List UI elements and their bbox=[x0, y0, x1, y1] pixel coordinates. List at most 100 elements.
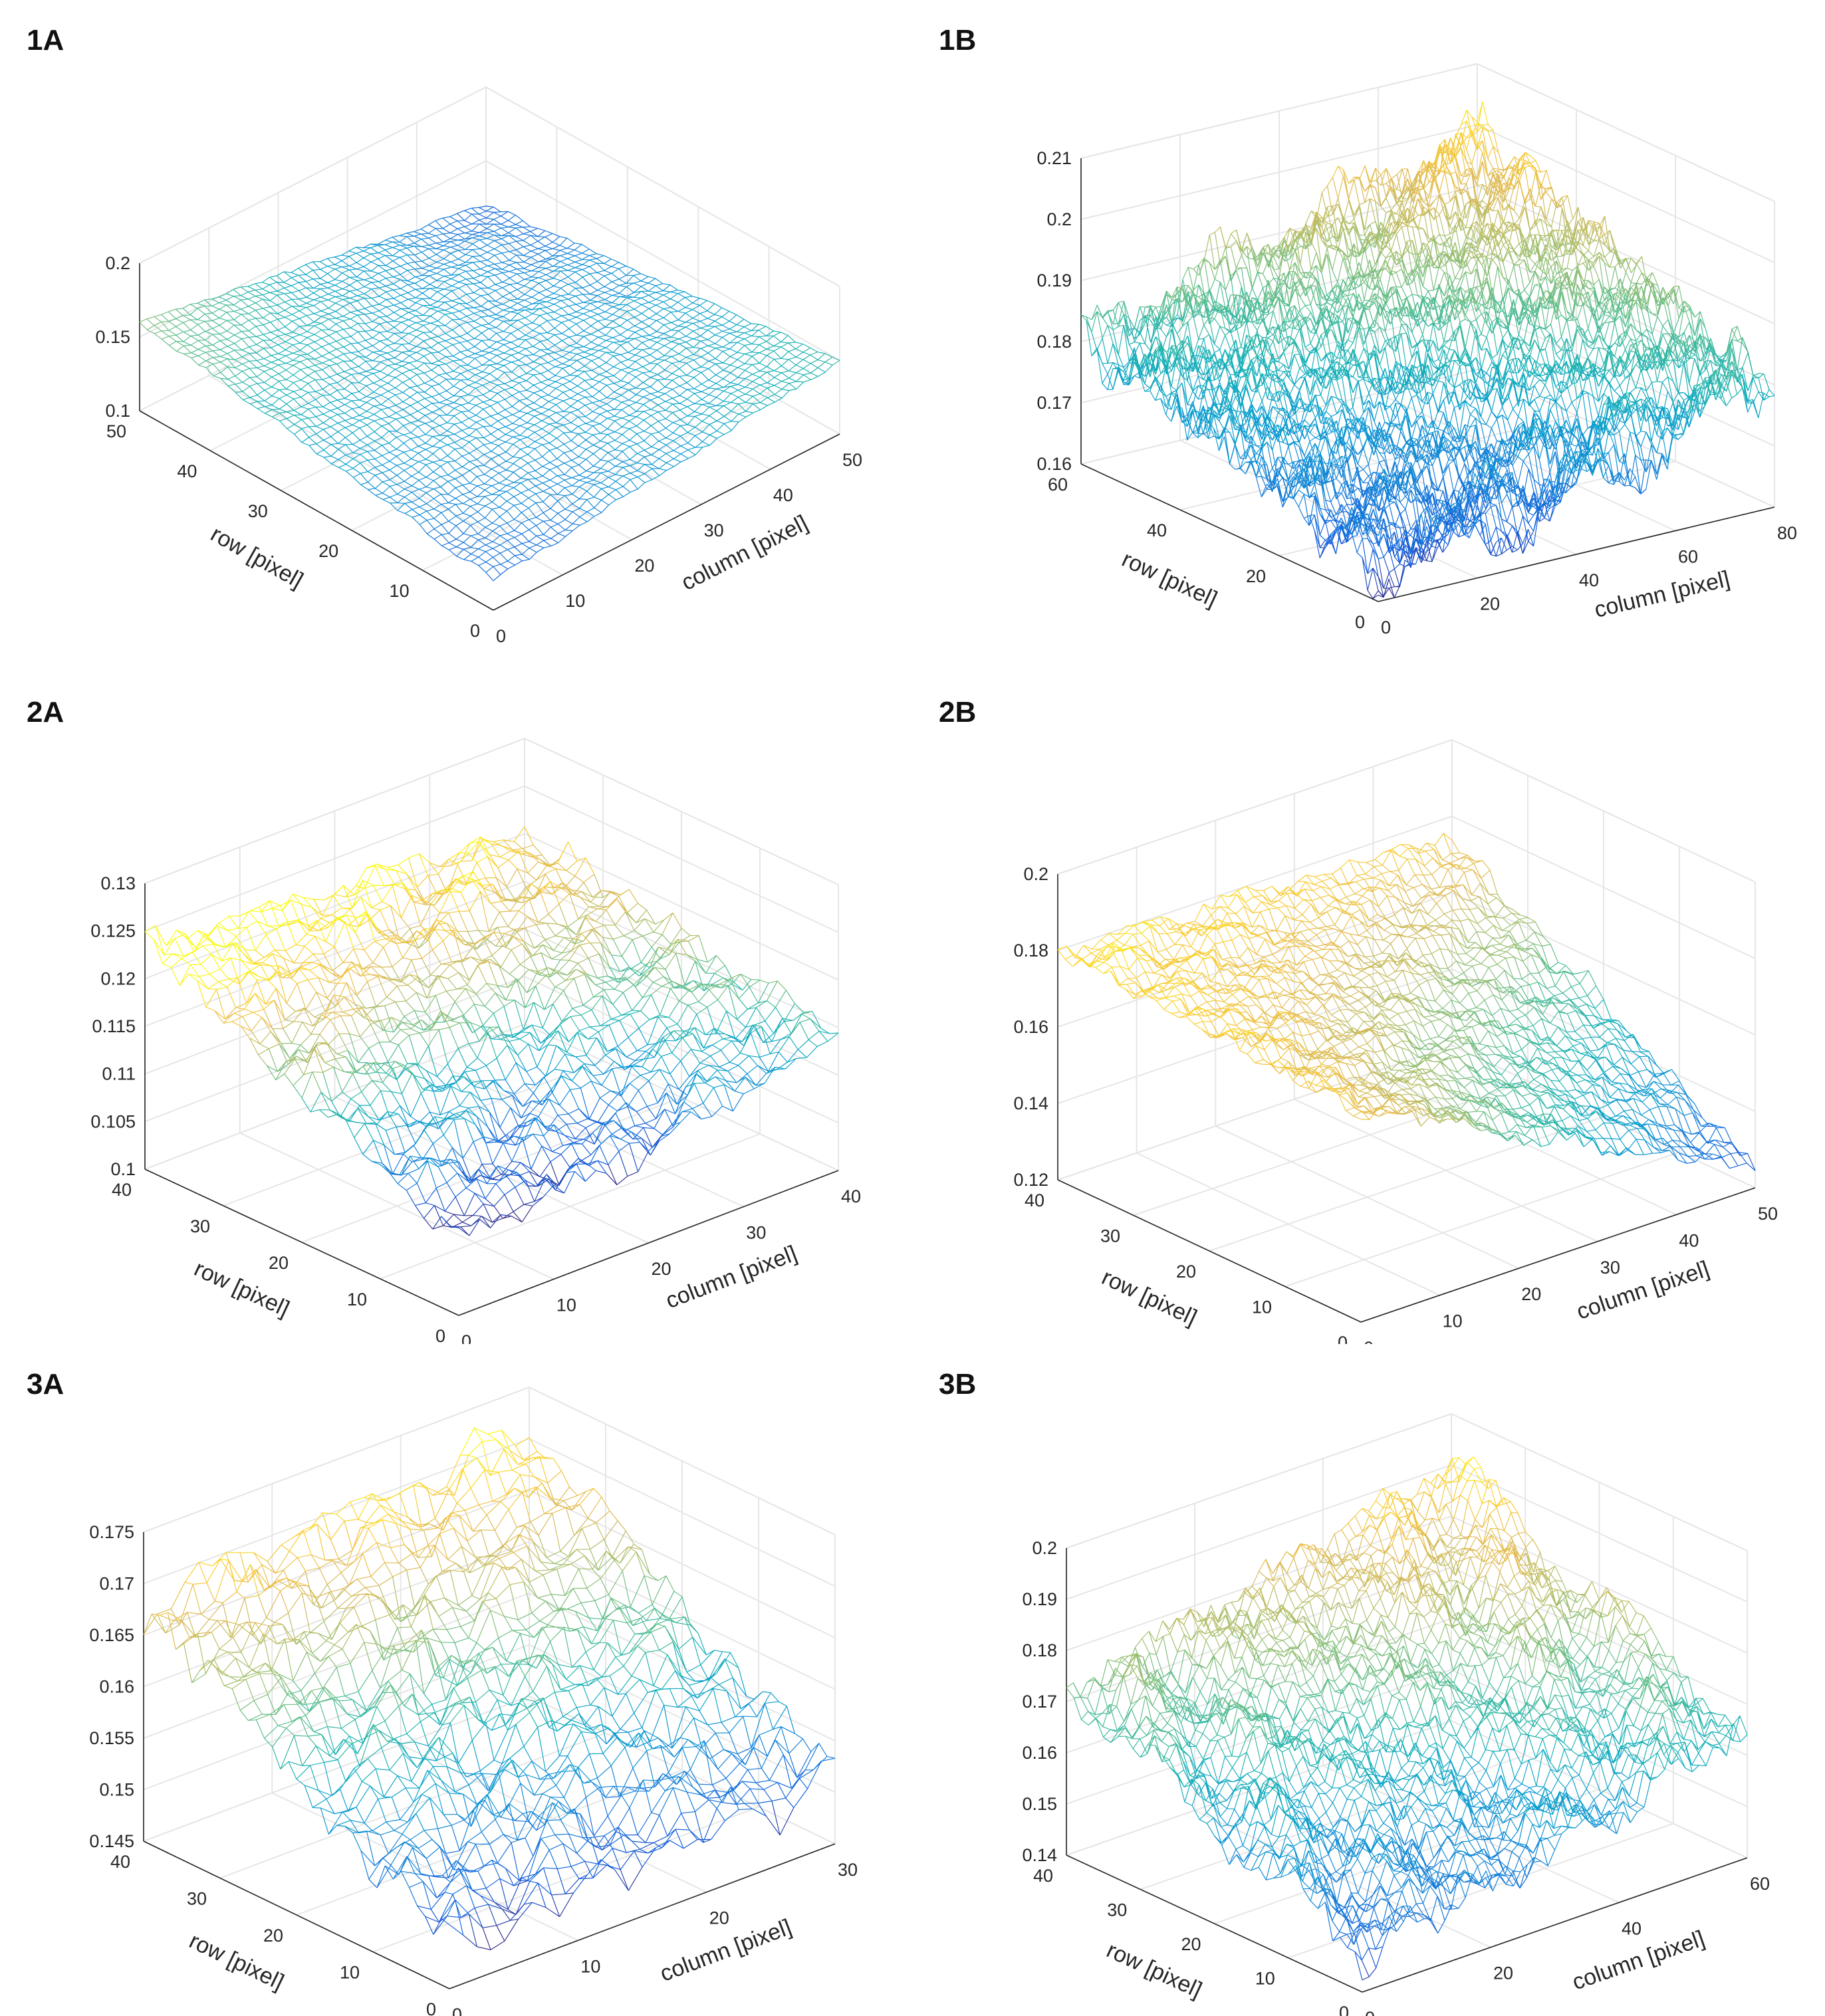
mesh-line-column bbox=[810, 367, 818, 374]
mesh-line-row bbox=[519, 376, 527, 382]
mesh-line-column bbox=[487, 248, 495, 253]
mesh-line-row bbox=[473, 307, 482, 312]
mesh-line-column bbox=[264, 368, 272, 372]
mesh-line-row bbox=[226, 312, 235, 320]
mesh-line-column bbox=[604, 273, 612, 277]
mesh-line-row bbox=[437, 310, 445, 315]
mesh-line-column bbox=[400, 263, 408, 267]
mesh-line-row bbox=[483, 401, 491, 407]
mesh-line-column bbox=[336, 353, 344, 358]
mesh-line-row bbox=[788, 359, 796, 366]
mesh-line-column bbox=[507, 546, 515, 550]
mesh-line-row bbox=[627, 341, 636, 350]
mesh-line-column bbox=[350, 289, 358, 292]
mesh-line-row bbox=[493, 206, 501, 213]
mesh-line-row bbox=[492, 548, 501, 554]
mesh-line-column bbox=[450, 234, 458, 239]
mesh-line-row bbox=[279, 389, 287, 395]
mesh-line-column bbox=[458, 271, 466, 275]
mesh-line-row bbox=[284, 282, 292, 286]
mesh-line-row bbox=[649, 348, 658, 351]
mesh-line-column bbox=[277, 316, 285, 320]
mesh-line-row bbox=[489, 382, 498, 386]
mesh-line-row bbox=[343, 346, 352, 354]
mesh-line-row bbox=[670, 322, 679, 327]
mesh-line-row bbox=[389, 479, 398, 485]
mesh-line-row bbox=[487, 251, 495, 256]
mesh-line-column bbox=[642, 334, 650, 337]
mesh-line-row bbox=[643, 419, 652, 426]
mesh-line-row bbox=[752, 381, 761, 386]
mesh-line-row bbox=[562, 392, 571, 399]
mesh-line-row bbox=[517, 282, 525, 286]
mesh-line-row bbox=[352, 444, 360, 449]
mesh-line-row bbox=[470, 525, 479, 534]
mesh-line-row bbox=[795, 356, 804, 360]
mesh-line-row bbox=[636, 433, 645, 441]
mesh-line-row bbox=[402, 366, 410, 371]
mesh-line-column bbox=[495, 320, 504, 328]
mesh-line-row bbox=[419, 489, 427, 493]
mesh-line-row bbox=[636, 416, 644, 421]
mesh-line-row bbox=[382, 499, 391, 504]
mesh-line-row bbox=[449, 549, 457, 557]
mesh-line-column bbox=[334, 255, 342, 258]
mesh-line-row bbox=[421, 239, 429, 246]
mesh-line-row bbox=[708, 380, 717, 384]
mesh-line-column bbox=[528, 485, 536, 491]
mesh-line-column bbox=[521, 507, 529, 513]
mesh-line-column bbox=[426, 488, 434, 493]
mesh-line-column bbox=[644, 425, 652, 432]
mesh-line-column bbox=[284, 292, 292, 294]
mesh-line-column bbox=[400, 284, 408, 289]
mesh-line-column bbox=[533, 364, 541, 370]
mesh-line-row bbox=[429, 265, 437, 269]
mesh-line-row bbox=[410, 405, 418, 411]
mesh-line-row bbox=[531, 296, 540, 301]
mesh-line-column bbox=[497, 383, 505, 386]
mesh-line-row bbox=[606, 410, 615, 417]
mesh-line-column bbox=[168, 318, 176, 322]
mesh-line-column bbox=[464, 207, 472, 211]
mesh-line-row bbox=[568, 298, 576, 305]
floor-gridline-x bbox=[277, 340, 632, 540]
mesh-line-row bbox=[479, 213, 487, 219]
mesh-line-column bbox=[677, 291, 685, 294]
mesh-line-column bbox=[502, 284, 511, 288]
mesh-line-column bbox=[620, 320, 628, 326]
mesh-line-column bbox=[729, 331, 737, 334]
mesh-line-column bbox=[509, 273, 517, 279]
mesh-line-column bbox=[611, 262, 619, 267]
mesh-line-column bbox=[410, 392, 418, 397]
mesh-line-row bbox=[519, 417, 528, 423]
mesh-line-row bbox=[440, 466, 449, 475]
mesh-line-column bbox=[487, 255, 495, 261]
mesh-line-column bbox=[687, 411, 695, 417]
mesh-line-row bbox=[323, 449, 332, 457]
mesh-line-row bbox=[694, 403, 702, 405]
mesh-line-row bbox=[665, 393, 673, 399]
mesh-line-row bbox=[481, 310, 489, 316]
mesh-line-column bbox=[422, 308, 431, 316]
mesh-line-column bbox=[773, 332, 781, 336]
mesh-line-row bbox=[577, 370, 585, 372]
mesh-line-column bbox=[670, 302, 678, 308]
mesh-line-column bbox=[345, 424, 353, 428]
mesh-line-row bbox=[423, 314, 431, 317]
mesh-line-column bbox=[256, 358, 264, 361]
mesh-line-row bbox=[447, 430, 455, 435]
mesh-line-row bbox=[370, 247, 378, 253]
mesh-line-row bbox=[429, 270, 437, 275]
mesh-line-column bbox=[649, 331, 657, 336]
mesh-line-row bbox=[489, 373, 498, 380]
mesh-line-row bbox=[293, 365, 301, 370]
mesh-line-row bbox=[550, 494, 558, 502]
mesh-line-column bbox=[601, 487, 609, 489]
mesh-line-column bbox=[219, 312, 227, 319]
mesh-line-column bbox=[564, 511, 573, 520]
mesh-line-row bbox=[484, 483, 492, 487]
mesh-line-column bbox=[459, 302, 467, 304]
mesh-line-column bbox=[364, 321, 373, 324]
mesh-line-row bbox=[502, 287, 511, 294]
mesh-line-column bbox=[414, 261, 422, 263]
